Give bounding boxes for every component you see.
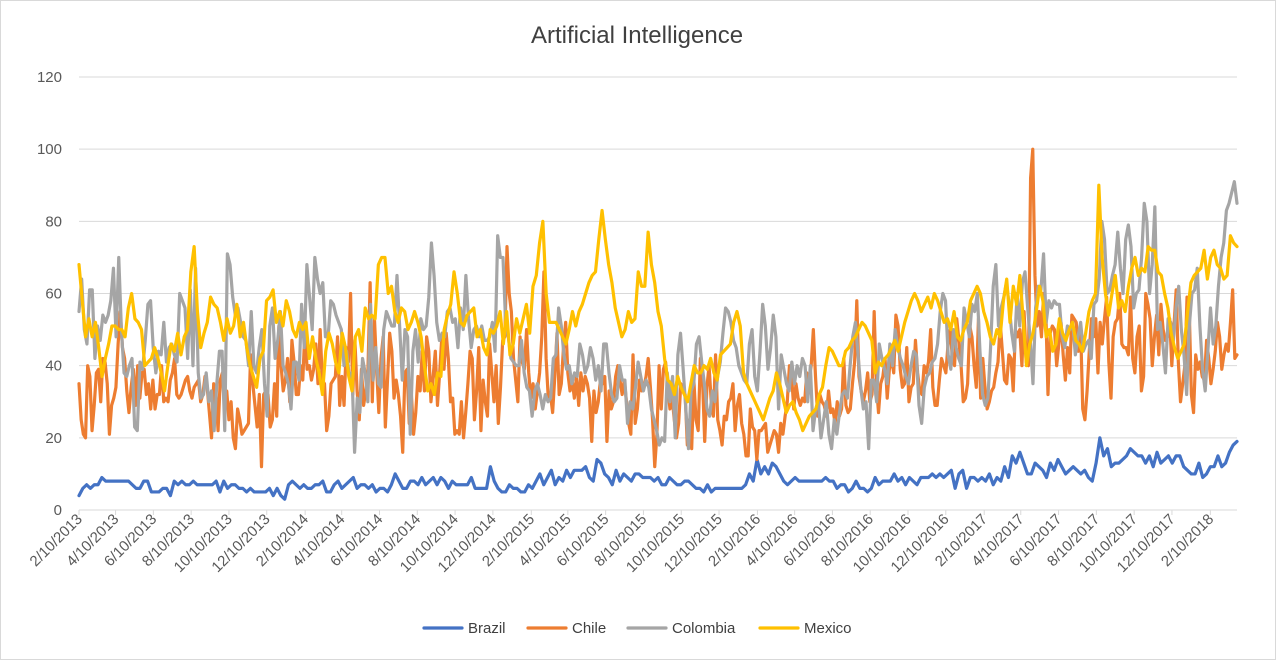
series-line-mexico [77, 183, 1239, 433]
series-line-brazil [77, 436, 1239, 501]
legend-label-mexico: Mexico [804, 620, 852, 637]
legend-label-brazil: Brazil [468, 620, 506, 637]
y-tick-label: 120 [37, 69, 62, 86]
chart-title: Artificial Intelligence [531, 22, 743, 49]
legend-label-chile: Chile [572, 620, 606, 637]
y-tick-label: 80 [45, 213, 62, 230]
x-axis: 2/10/20134/10/20136/10/20138/10/201310/1… [27, 509, 1237, 576]
series-lines [77, 147, 1239, 501]
y-tick-label: 20 [45, 430, 62, 447]
legend-label-colombia: Colombia [672, 620, 736, 637]
y-axis: 0 20 40 60 80 100 120 [37, 69, 62, 519]
series-line-colombia [77, 180, 1239, 454]
y-tick-label: 40 [45, 358, 62, 375]
y-tick-label: 100 [37, 141, 62, 158]
y-tick-label: 60 [45, 286, 62, 303]
legend: Brazil Chile Colombia Mexico [422, 620, 852, 637]
y-tick-label: 0 [54, 502, 62, 519]
